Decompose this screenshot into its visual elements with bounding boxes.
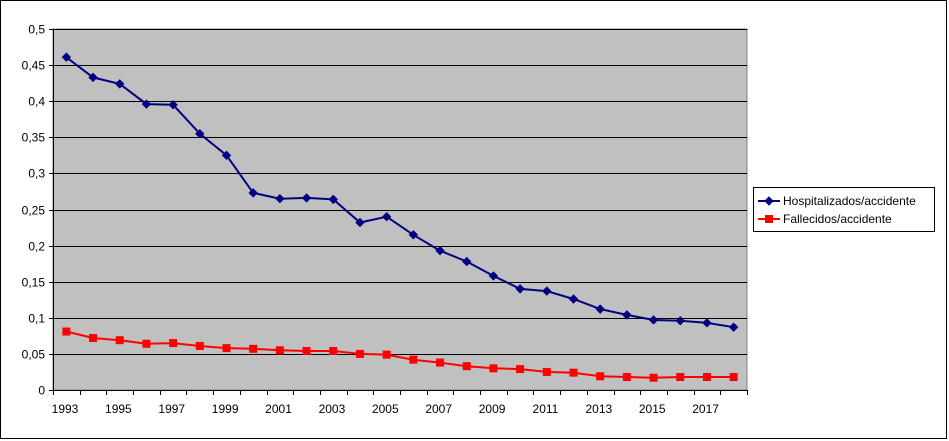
x-tick-label: 2017 [692, 402, 719, 416]
data-point [729, 373, 738, 382]
data-point [648, 315, 659, 325]
data-point [622, 310, 632, 320]
data-point [542, 367, 551, 376]
data-point [595, 304, 605, 314]
data-point [568, 294, 579, 304]
y-tick-label: 0 [38, 384, 45, 398]
data-point [221, 150, 232, 161]
legend-label: Hospitalizados/accidente [783, 194, 916, 208]
data-point [435, 245, 445, 256]
x-tick-label: 1993 [52, 402, 79, 416]
data-point [302, 347, 311, 356]
data-point [702, 318, 712, 328]
legend-box [753, 187, 935, 232]
series-line [65, 56, 734, 329]
data-point [248, 188, 258, 198]
x-tick-label: 1995 [105, 402, 132, 416]
y-tick-labels: 0 0,05 0,1 0,15 0,2 0,25 0,3 0,35 0,4 0,45 0,5 [22, 23, 46, 398]
legend: Hospitalizados/accidente Fallecidos/accid… [753, 187, 935, 232]
data-point [115, 336, 124, 345]
data-point [141, 99, 152, 109]
legend-swatch-marker [764, 196, 774, 206]
x-tick-label: 1999 [212, 402, 239, 416]
data-point [328, 194, 338, 205]
series-2 [62, 327, 738, 382]
x-tick-labels: 1993 1995 1997 1999 2001 2003 2005 2007 2009 2011… [52, 402, 720, 416]
data-point [142, 339, 151, 348]
y-tick-label: 0,4 [28, 95, 45, 109]
legend-label: Fallecidos/accidente [783, 212, 892, 226]
series-group [61, 52, 739, 382]
y-tick-label: 0,1 [28, 312, 45, 326]
data-point [675, 315, 685, 326]
data-point [702, 373, 711, 382]
data-point [409, 355, 418, 364]
x-tick-label: 2011 [533, 402, 559, 416]
x-tick-label: 2013 [585, 402, 612, 416]
data-point [169, 339, 178, 348]
data-point [275, 346, 284, 355]
grid-lines [53, 29, 747, 355]
data-point [61, 52, 72, 62]
data-point [249, 344, 258, 353]
x-tick-label: 2001 [265, 402, 292, 416]
data-point [649, 373, 658, 382]
plot-area [52, 28, 748, 391]
x-tick-label: 1997 [158, 402, 185, 416]
data-point [596, 372, 605, 381]
x-tick-label: 2009 [479, 402, 506, 416]
y-tick-label: 0,5 [28, 23, 45, 37]
y-tick-label: 0,3 [28, 167, 45, 181]
plot-background [52, 28, 748, 391]
data-point [436, 358, 445, 367]
data-point [569, 368, 578, 377]
data-point [728, 322, 739, 332]
legend-swatch-marker [765, 215, 773, 223]
y-tick-label: 0,05 [22, 348, 46, 362]
data-point [462, 362, 471, 371]
series-1 [61, 52, 739, 332]
y-tick-label: 0,15 [22, 276, 46, 290]
data-point [355, 217, 365, 228]
data-point [195, 341, 204, 350]
data-point [622, 373, 631, 382]
series-line [66, 330, 734, 379]
data-point [89, 334, 98, 343]
y-tick-label: 0,45 [22, 59, 46, 73]
data-point [195, 128, 205, 139]
data-point [515, 284, 525, 294]
x-tick-label: 2005 [372, 402, 399, 416]
data-point [115, 79, 125, 89]
data-point [382, 350, 391, 359]
data-point [676, 373, 685, 382]
data-point [168, 100, 178, 110]
x-tick-label: 2003 [319, 402, 346, 416]
data-point [222, 344, 231, 353]
data-point [88, 72, 98, 83]
data-point [408, 230, 419, 240]
x-tick-label: 2015 [639, 402, 666, 416]
data-point [381, 212, 392, 222]
y-tick-label: 0,2 [28, 240, 45, 254]
data-point [516, 365, 525, 374]
data-point [462, 256, 472, 267]
data-point [329, 347, 338, 356]
data-point [355, 349, 364, 358]
data-point [542, 286, 552, 296]
y-tick-label: 0,35 [22, 131, 46, 145]
data-point [275, 193, 285, 204]
y-tick-label: 0,25 [22, 204, 46, 218]
axes [49, 29, 748, 395]
data-point [489, 364, 498, 373]
data-point [488, 271, 499, 281]
x-tick-label: 2007 [425, 402, 452, 416]
data-point [301, 193, 312, 203]
data-point [62, 327, 71, 336]
